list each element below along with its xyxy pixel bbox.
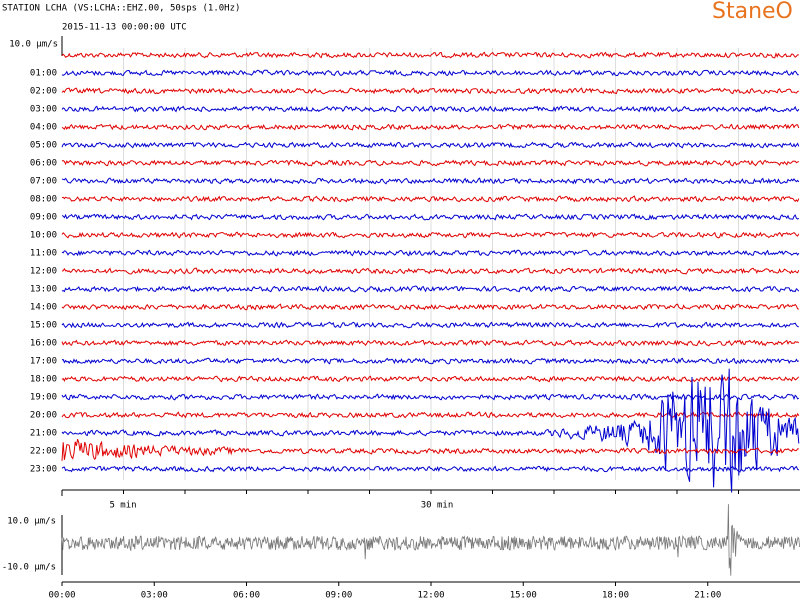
trace [61,69,799,77]
trace [61,105,800,113]
row-label: 10:00 [30,231,57,241]
row-label: 09:00 [30,213,57,223]
row-label: 13:00 [30,285,57,295]
row-label: 04:00 [30,123,57,133]
trace [61,141,800,149]
minute-label: 5 min [109,501,136,511]
trace [61,375,800,383]
date: 2015-11-13 00:00:00 UTC [62,23,187,33]
trace [61,439,799,461]
overview-x-label: 00:00 [48,591,75,600]
row-label: 07:00 [30,177,57,187]
row-label: 03:00 [30,105,57,115]
row-label: 23:00 [30,465,57,475]
trace [61,177,800,185]
row-label: 12:00 [30,267,57,277]
trace [61,231,800,239]
trace [61,285,800,293]
row-label: 20:00 [30,411,57,421]
row-label: 22:00 [30,447,57,457]
trace [61,87,800,95]
trace [61,249,800,257]
row-label: 11:00 [30,249,57,259]
row-label: 06:00 [30,159,57,169]
overview-x-label: 06:00 [233,591,260,600]
traces [61,48,800,493]
overview-x-label: 12:00 [417,591,444,600]
trace [61,267,800,275]
row-label: 19:00 [30,393,57,403]
trace [61,213,800,221]
trace [61,159,800,167]
logo: StaneO [712,0,793,24]
row-label: 08:00 [30,195,57,205]
row-label: 16:00 [30,339,57,349]
row-label: 05:00 [30,141,57,151]
overview-x-label: 03:00 [141,591,168,600]
trace [61,195,800,203]
overview-y-label: -10.0 μm/s [2,563,56,573]
row-label: 18:00 [30,375,57,385]
trace [61,465,800,473]
row-label: 02:00 [30,87,57,97]
title: STATION LCHA (VS:LCHA::EHZ.00, 50sps (1.… [2,4,240,14]
overview-x-label: 21:00 [694,591,721,600]
minute-label: 30 min [421,501,454,511]
row-label: 01:00 [30,69,57,79]
trace [61,357,800,365]
trace [61,368,800,493]
overview-y-label: 10.0 μm/s [7,517,56,527]
overview-trace [61,504,800,576]
row-label: 21:00 [30,429,57,439]
overview-x-label: 15:00 [510,591,537,600]
trace [61,51,799,59]
scale-label: 10.0 μm/s [9,40,58,50]
overview-x-label: 18:00 [602,591,629,600]
trace [61,339,800,347]
trace [61,321,799,329]
row-label: 14:00 [30,303,57,313]
trace [61,123,800,131]
overview-x-label: 09:00 [325,591,352,600]
trace [61,393,800,401]
row-label: 17:00 [30,357,57,367]
trace [61,303,799,311]
row-label: 15:00 [30,321,57,331]
